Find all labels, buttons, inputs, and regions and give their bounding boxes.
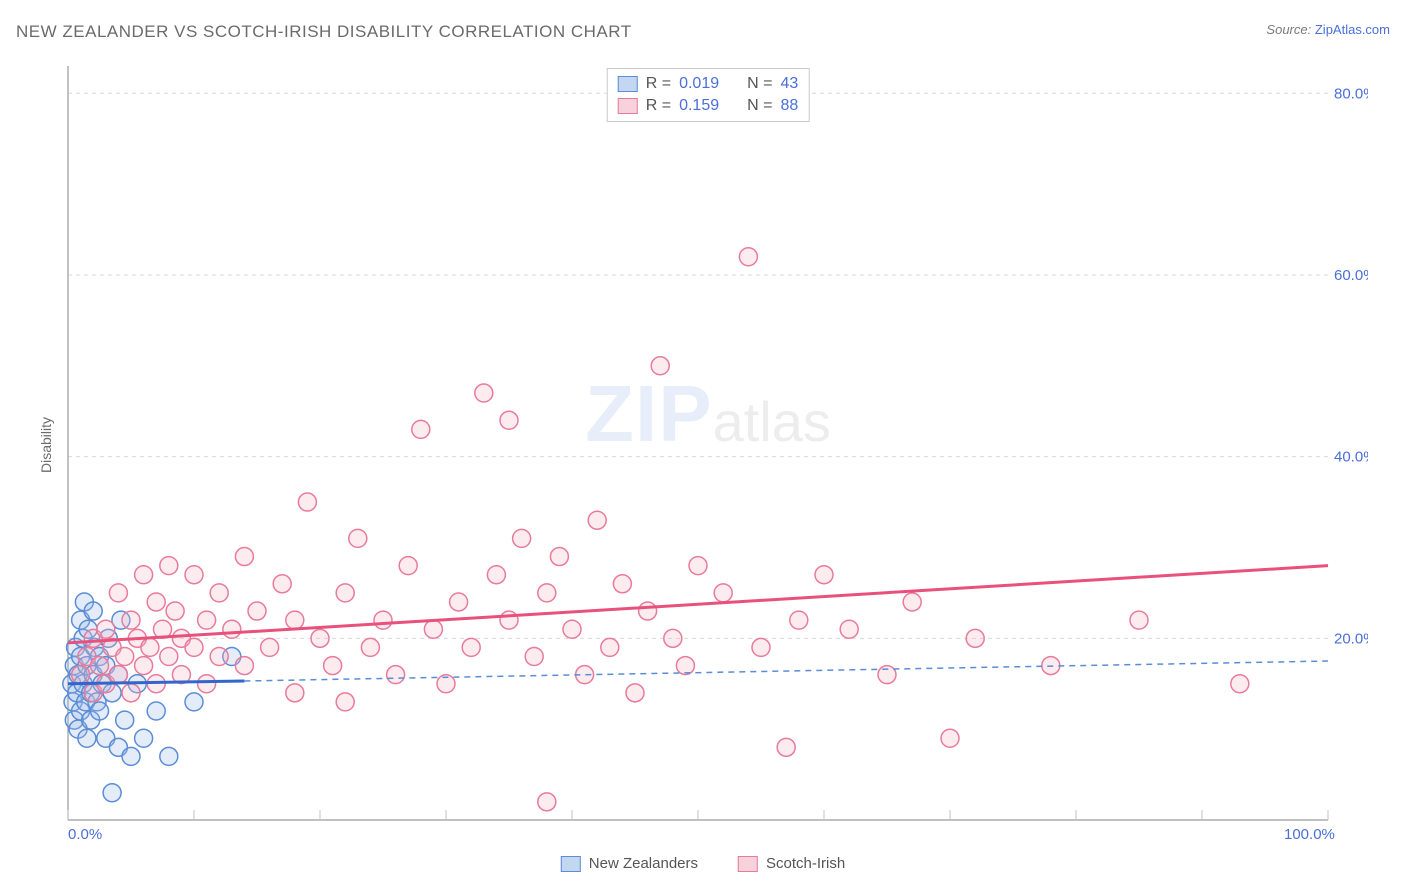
stats-n-label: N =	[747, 97, 772, 115]
scatter-chart: 20.0% 40.0% 60.0% 80.0%	[48, 60, 1368, 830]
stats-r-value: 0.019	[679, 75, 719, 93]
svg-text:20.0%: 20.0%	[1334, 630, 1368, 647]
source-label: Source:	[1266, 22, 1311, 37]
svg-text:60.0%: 60.0%	[1334, 267, 1368, 284]
stats-row: R = 0.019 N = 43	[618, 73, 799, 95]
series-legend: New Zealanders Scotch-Irish	[561, 855, 845, 872]
stats-swatch	[618, 76, 638, 92]
stats-r-label: R =	[646, 97, 671, 115]
stats-legend-box: R = 0.019 N = 43 R = 0.159 N = 88	[607, 68, 810, 122]
legend-label: New Zealanders	[589, 855, 698, 872]
stats-n-value: 43	[780, 75, 798, 93]
svg-text:80.0%: 80.0%	[1334, 85, 1368, 102]
stats-r-label: R =	[646, 75, 671, 93]
svg-text:40.0%: 40.0%	[1334, 449, 1368, 466]
chart-title: NEW ZEALANDER VS SCOTCH-IRISH DISABILITY…	[16, 22, 632, 41]
stats-n-label: N =	[747, 75, 772, 93]
plot-area: Disability 20.0%40.0%60.0%80.0% ZIPatlas…	[48, 60, 1368, 830]
legend-swatch	[738, 856, 758, 872]
stats-swatch	[618, 98, 638, 114]
x-tick-label: 100.0%	[1284, 826, 1335, 843]
stats-row: R = 0.159 N = 88	[618, 95, 799, 117]
x-tick-label: 0.0%	[68, 826, 102, 843]
source-link[interactable]: ZipAtlas.com	[1315, 22, 1390, 37]
chart-header: NEW ZEALANDER VS SCOTCH-IRISH DISABILITY…	[16, 22, 1390, 52]
source-attribution: Source: ZipAtlas.com	[1266, 22, 1390, 37]
legend-swatch	[561, 856, 581, 872]
stats-n-value: 88	[780, 97, 798, 115]
stats-r-value: 0.159	[679, 97, 719, 115]
legend-label: Scotch-Irish	[766, 855, 845, 872]
legend-item: Scotch-Irish	[738, 855, 845, 872]
legend-item: New Zealanders	[561, 855, 698, 872]
